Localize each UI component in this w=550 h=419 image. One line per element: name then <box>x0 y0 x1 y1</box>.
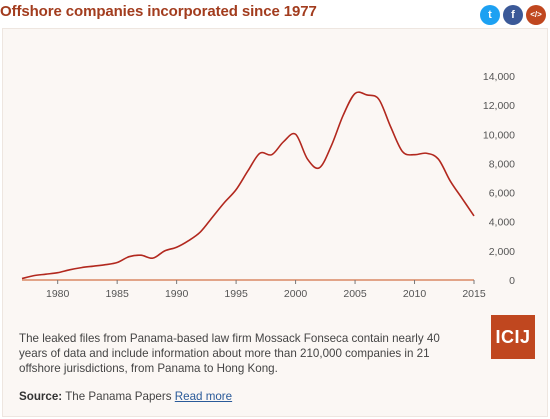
source-text: The Panama Papers <box>65 390 172 403</box>
source-line: Source: The Panama Papers Read more <box>19 390 232 403</box>
x-tick-label: 2010 <box>403 288 427 300</box>
y-tick-label: 4,000 <box>489 217 515 229</box>
icij-logo: ICIJ <box>491 315 535 359</box>
source-label: Source: <box>19 390 63 403</box>
series-line <box>21 91 475 280</box>
y-tick-label: 14,000 <box>483 71 515 83</box>
y-tick-label: 10,000 <box>483 129 515 141</box>
y-tick-label: 0 <box>509 275 515 287</box>
x-tick-label: 1990 <box>165 288 189 300</box>
chart-title: Offshore companies incorporated since 19… <box>0 3 317 20</box>
y-tick-label: 6,000 <box>489 188 515 200</box>
line-chart: 1980 1985 1990 1995 2000 2005 2010 2015 0 2,000 4,… <box>21 71 515 300</box>
chart-card: 1980 1985 1990 1995 2000 2005 2010 2015 0 2,000 4,… <box>2 28 548 417</box>
facebook-icon[interactable]: f <box>503 5 523 25</box>
x-tick-label: 2000 <box>284 288 308 300</box>
x-tick-label: 1985 <box>105 288 129 300</box>
y-tick-label: 12,000 <box>483 100 515 112</box>
y-tick-label: 2,000 <box>489 246 515 258</box>
chart-description: The leaked files from Panama-based law f… <box>19 332 440 376</box>
x-tick-label: 2015 <box>462 288 486 300</box>
share-buttons: t f </> <box>480 5 546 25</box>
read-more-link[interactable]: Read more <box>174 390 233 403</box>
y-tick-label: 8,000 <box>489 158 515 170</box>
embed-icon[interactable]: </> <box>526 5 546 25</box>
x-tick-label: 1995 <box>224 288 248 300</box>
x-tick-label: 2005 <box>343 288 367 300</box>
x-tick-label: 1980 <box>46 288 70 300</box>
twitter-icon[interactable]: t <box>480 5 500 25</box>
